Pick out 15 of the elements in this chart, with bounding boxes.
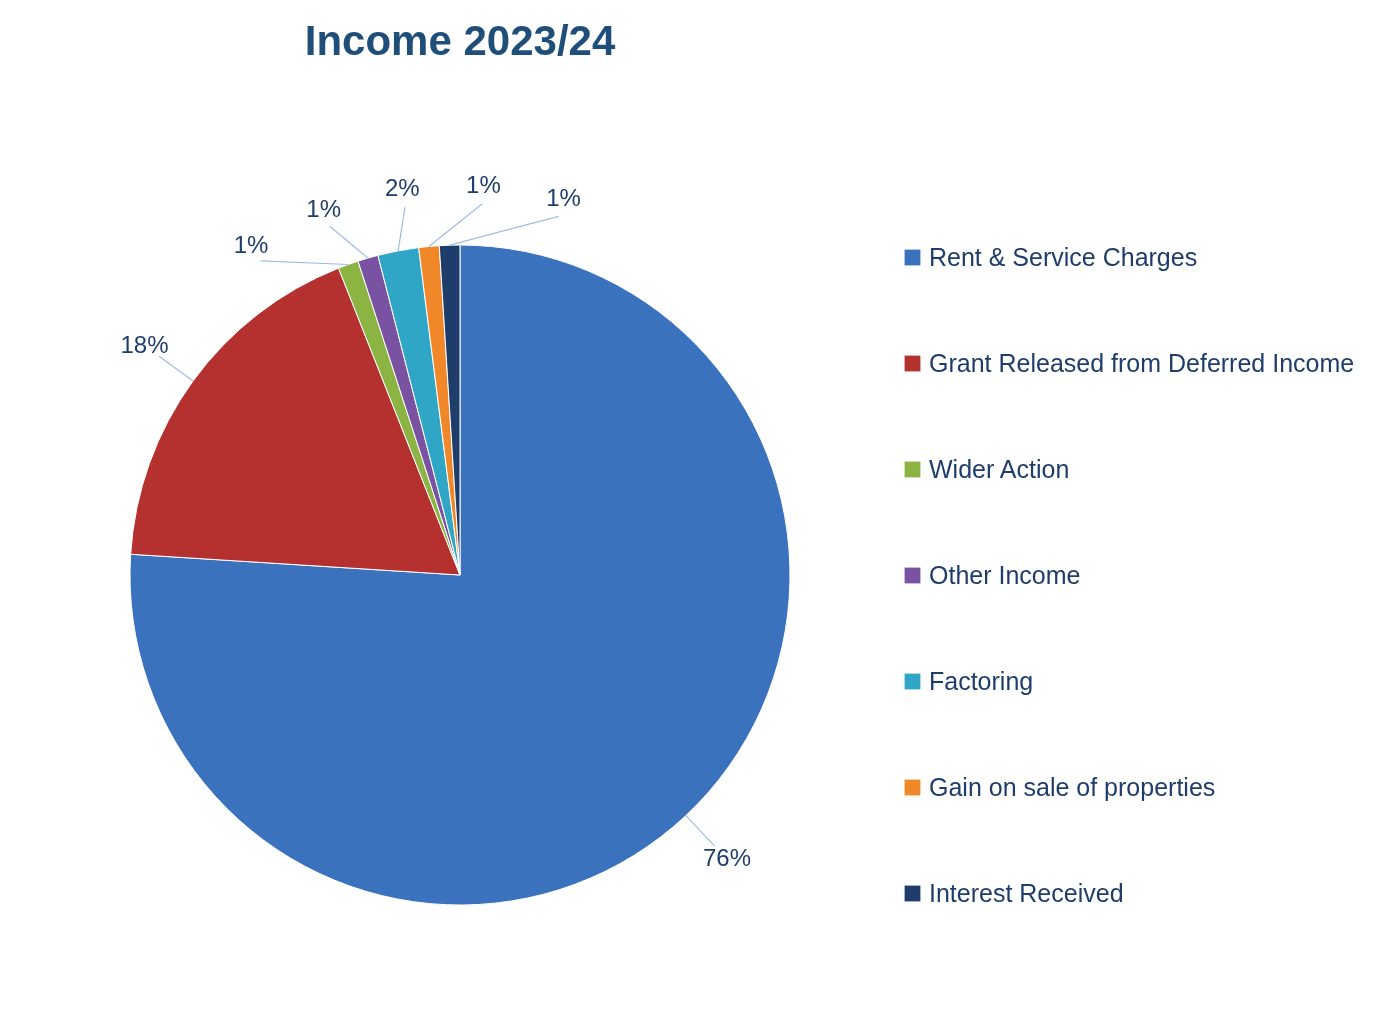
legend-label: Wider Action <box>929 454 1070 483</box>
legend-label: Interest Received <box>929 878 1124 907</box>
data-label: 1% <box>233 230 269 258</box>
data-label: 1% <box>306 194 342 222</box>
chart-title: Income 2023/24 <box>304 16 616 64</box>
data-label: 18% <box>120 330 169 358</box>
data-label: 1% <box>466 170 501 198</box>
legend-label: Grant Released from Deferred Income <box>929 348 1355 377</box>
legend-label: Gain on sale of properties <box>929 772 1216 801</box>
data-label: 76% <box>702 844 751 872</box>
legend-label: Factoring <box>929 666 1034 695</box>
data-label: 2% <box>384 174 420 202</box>
data-label: 1% <box>546 183 581 211</box>
legend-label: Other Income <box>929 560 1081 589</box>
legend-label: Rent & Service Charges <box>929 242 1198 271</box>
